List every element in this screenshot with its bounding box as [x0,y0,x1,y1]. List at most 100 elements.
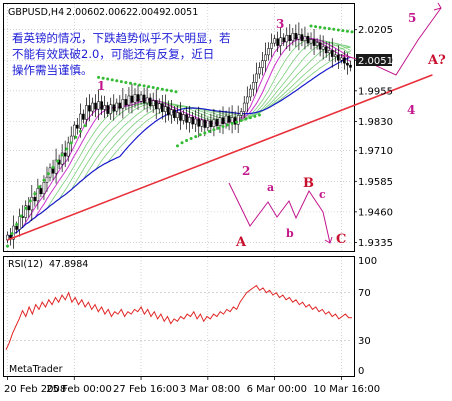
candle-body [252,82,255,90]
candle-body [112,104,116,112]
candle-body [209,120,213,128]
candle-body [170,109,173,116]
candle-body [100,101,103,110]
candle-body [215,119,219,127]
sar-dot [37,185,41,189]
sar-dot [207,129,211,133]
candle-body [164,106,167,112]
candle-body [179,112,182,121]
rsi-value: 47.8984 [49,259,88,270]
candle-body [151,100,155,106]
sar-dot [46,172,50,176]
sar-dot [156,86,160,90]
sar-dot [83,124,87,128]
price-tick-label: 1.9585 [358,177,393,188]
candle-body [91,102,94,112]
sar-dot [110,78,114,82]
sar-dot [51,165,55,169]
sar-dot [15,222,19,226]
sar-dot [169,89,173,93]
candle-body [145,97,149,104]
ohlc-low: 2.0049 [132,7,165,18]
annotation-line-1: 看英镑的情况，下跌趋势似乎不大明显，若 [12,31,231,45]
candle-body [188,116,191,123]
ohlc-high: 2.0062 [99,7,132,18]
candle-body [200,119,204,127]
wave-arrow-lower [324,236,333,244]
sar-dot [78,129,82,133]
sar-dot [42,178,46,182]
candle-body [142,94,146,104]
wave-label-b: b [286,227,294,240]
candle-body [157,103,161,110]
sar-dot [33,192,37,196]
time-tick-label: 10 Mar 16:00 [313,384,380,395]
price-tick-label: 1.9955 [358,86,393,97]
candle-body [242,102,246,112]
rsi-tick-label: 0 [358,366,364,377]
sar-dot [318,25,322,29]
annotation-line-3: 操作需当谨慎。 [12,63,93,77]
candle-body [321,46,325,50]
candle-body [136,94,140,102]
rsi-tick-label: 70 [358,288,371,299]
sar-dot [314,25,318,29]
sar-dot [341,29,345,33]
candle-body [127,95,131,106]
candle-body [203,119,207,128]
candle-body [185,114,188,123]
sar-dot [6,244,10,248]
candle-body [154,100,158,110]
sar-dot [115,79,119,83]
sar-dot [198,133,202,137]
candle-body [130,95,134,103]
watermark-metatrader: MetaTrader [9,364,63,375]
candle-body [88,105,91,112]
symbol-timeframe: GBPUSD,H4 [8,7,64,18]
rsi-panel-frame [3,256,355,377]
sar-dot [138,83,142,87]
candle-body [279,37,282,46]
candle-body [291,33,295,41]
wave-label-2: 2 [242,164,250,178]
sar-dot [174,90,178,94]
candlesticks [6,22,352,249]
candle-body [273,38,276,44]
candle-body [218,117,222,127]
candle-body [267,48,270,56]
candle-body [18,216,21,230]
candle-body [349,64,352,68]
sar-dot [60,153,64,157]
candle-body [60,152,64,165]
candle-body [245,96,249,104]
sar-dot [74,135,78,139]
candle-body [54,159,58,174]
wave-label-a: a [267,181,274,194]
candle-body [212,119,216,128]
price-tick-label: 2.0205 [358,25,393,36]
time-tick-label: 3 Mar 08:00 [180,384,240,395]
sar-dot [128,81,132,85]
ohlc-close: 2.0051 [165,7,198,18]
candle-body [249,88,252,98]
rsi-tick-label: 30 [358,336,371,347]
sar-dot [189,136,193,140]
candle-body [191,116,194,125]
sar-dot [119,80,123,84]
candle-body [312,39,316,46]
candle-body [79,113,82,129]
sar-dot [216,126,220,130]
candle-body [227,115,231,123]
sar-dot [24,206,28,210]
sar-dot [230,122,234,126]
candle-body [288,35,292,41]
candle-body [255,73,258,83]
candle-body [39,188,43,195]
candle-body [139,94,143,102]
sar-dot [309,24,313,28]
candle-body [85,105,88,120]
candle-body [337,54,340,61]
sar-dot [165,88,169,92]
moving-average-fan [7,36,351,239]
